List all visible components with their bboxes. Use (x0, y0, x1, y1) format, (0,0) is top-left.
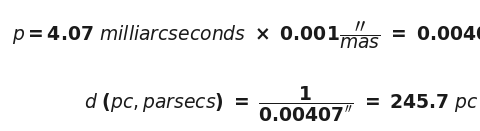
Text: $\mathbf{\mathit{d}\ (\mathit{pc, parsecs})\ =\ \dfrac{1}{0.00407^{\prime\prime}: $\mathbf{\mathit{d}\ (\mathit{pc, parsec… (84, 85, 479, 124)
Text: $\mathbf{\mathit{p} = 4.07\ \mathit{milliarcseconds}\ \times\ 0.001\dfrac{\prime: $\mathbf{\mathit{p} = 4.07\ \mathit{mill… (12, 19, 480, 51)
